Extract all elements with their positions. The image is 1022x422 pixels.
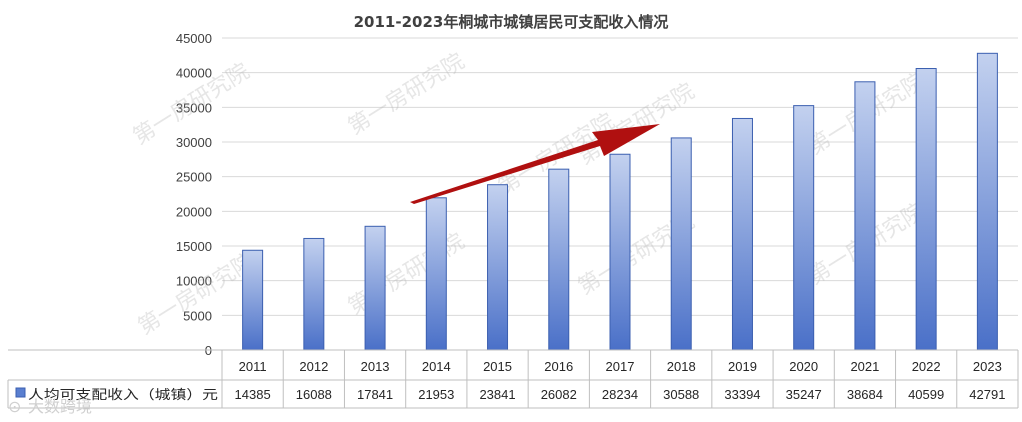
x-tick-label: 2023 bbox=[973, 359, 1002, 374]
chart-title: 2011-2023年桐城市城镇居民可支配收入情况 bbox=[354, 13, 669, 31]
bar-2017 bbox=[609, 153, 631, 351]
y-tick-label: 25000 bbox=[176, 170, 212, 185]
corner-mark-icon: ⊙ bbox=[8, 397, 21, 416]
bar-2016 bbox=[548, 168, 570, 351]
table-value: 38684 bbox=[847, 387, 883, 402]
x-tick-label: 2021 bbox=[850, 359, 879, 374]
data-table: 2011 14385 2012 16088 2013 17841 2014 21953 2015… bbox=[7, 349, 1019, 409]
watermark-text: 第一房研究院 bbox=[134, 249, 259, 340]
table-value: 23841 bbox=[479, 387, 515, 402]
table-value: 33394 bbox=[724, 387, 760, 402]
bar-2011 bbox=[242, 249, 264, 351]
table-value: 28234 bbox=[602, 387, 638, 402]
bar-2015 bbox=[487, 184, 509, 351]
bar-2021 bbox=[854, 81, 876, 351]
y-tick-label: 45000 bbox=[176, 31, 212, 46]
table-value: 17841 bbox=[357, 387, 393, 402]
y-tick-label: 40000 bbox=[176, 66, 212, 81]
y-tick-label: 10000 bbox=[176, 274, 212, 289]
bar-2020 bbox=[793, 105, 815, 351]
bar-2018 bbox=[670, 137, 692, 351]
y-tick-label: 35000 bbox=[176, 100, 212, 115]
x-tick-label: 2017 bbox=[606, 359, 635, 374]
x-tick-label: 2020 bbox=[789, 359, 818, 374]
bar-2019 bbox=[731, 117, 753, 351]
table-value: 42791 bbox=[969, 387, 1005, 402]
bar-2012 bbox=[303, 237, 325, 351]
bar-2022 bbox=[915, 68, 937, 351]
y-tick-label: 15000 bbox=[176, 239, 212, 254]
x-tick-label: 2014 bbox=[422, 359, 451, 374]
bar-2023 bbox=[976, 52, 998, 351]
x-tick-label: 2013 bbox=[361, 359, 390, 374]
watermark-text: 第一房研究院 bbox=[344, 49, 469, 140]
corner-mark-text: 大数跨境 bbox=[28, 397, 92, 416]
legend-swatch bbox=[15, 387, 26, 398]
x-tick-label: 2012 bbox=[299, 359, 328, 374]
corner-mark: ⊙ 大数跨境 bbox=[8, 397, 92, 416]
y-tick-label: 20000 bbox=[176, 204, 212, 219]
watermark-text: 第一房研究院 bbox=[344, 229, 469, 320]
trend-arrow bbox=[410, 124, 660, 204]
x-tick-label: 2016 bbox=[544, 359, 573, 374]
table-value: 35247 bbox=[786, 387, 822, 402]
y-tick-label: 5000 bbox=[183, 308, 212, 323]
table-value: 16088 bbox=[296, 387, 332, 402]
x-tick-label: 2011 bbox=[239, 359, 267, 374]
x-tick-label: 2015 bbox=[483, 359, 512, 374]
bar-2013 bbox=[364, 225, 386, 351]
bar-series bbox=[242, 52, 998, 351]
table-value: 26082 bbox=[541, 387, 577, 402]
legend-label: 人均可支配收入（城镇）元 bbox=[28, 388, 218, 403]
bar-2014 bbox=[425, 197, 447, 351]
x-tick-label: 2019 bbox=[728, 359, 757, 374]
trend-arrow-body bbox=[410, 124, 660, 204]
x-tick-label: 2022 bbox=[912, 359, 941, 374]
y-tick-label: 30000 bbox=[176, 135, 212, 150]
table-value: 40599 bbox=[908, 387, 944, 402]
table-value: 21953 bbox=[418, 387, 454, 402]
x-tick-label: 2018 bbox=[667, 359, 696, 374]
table-value: 30588 bbox=[663, 387, 699, 402]
table-value: 14385 bbox=[235, 387, 271, 402]
